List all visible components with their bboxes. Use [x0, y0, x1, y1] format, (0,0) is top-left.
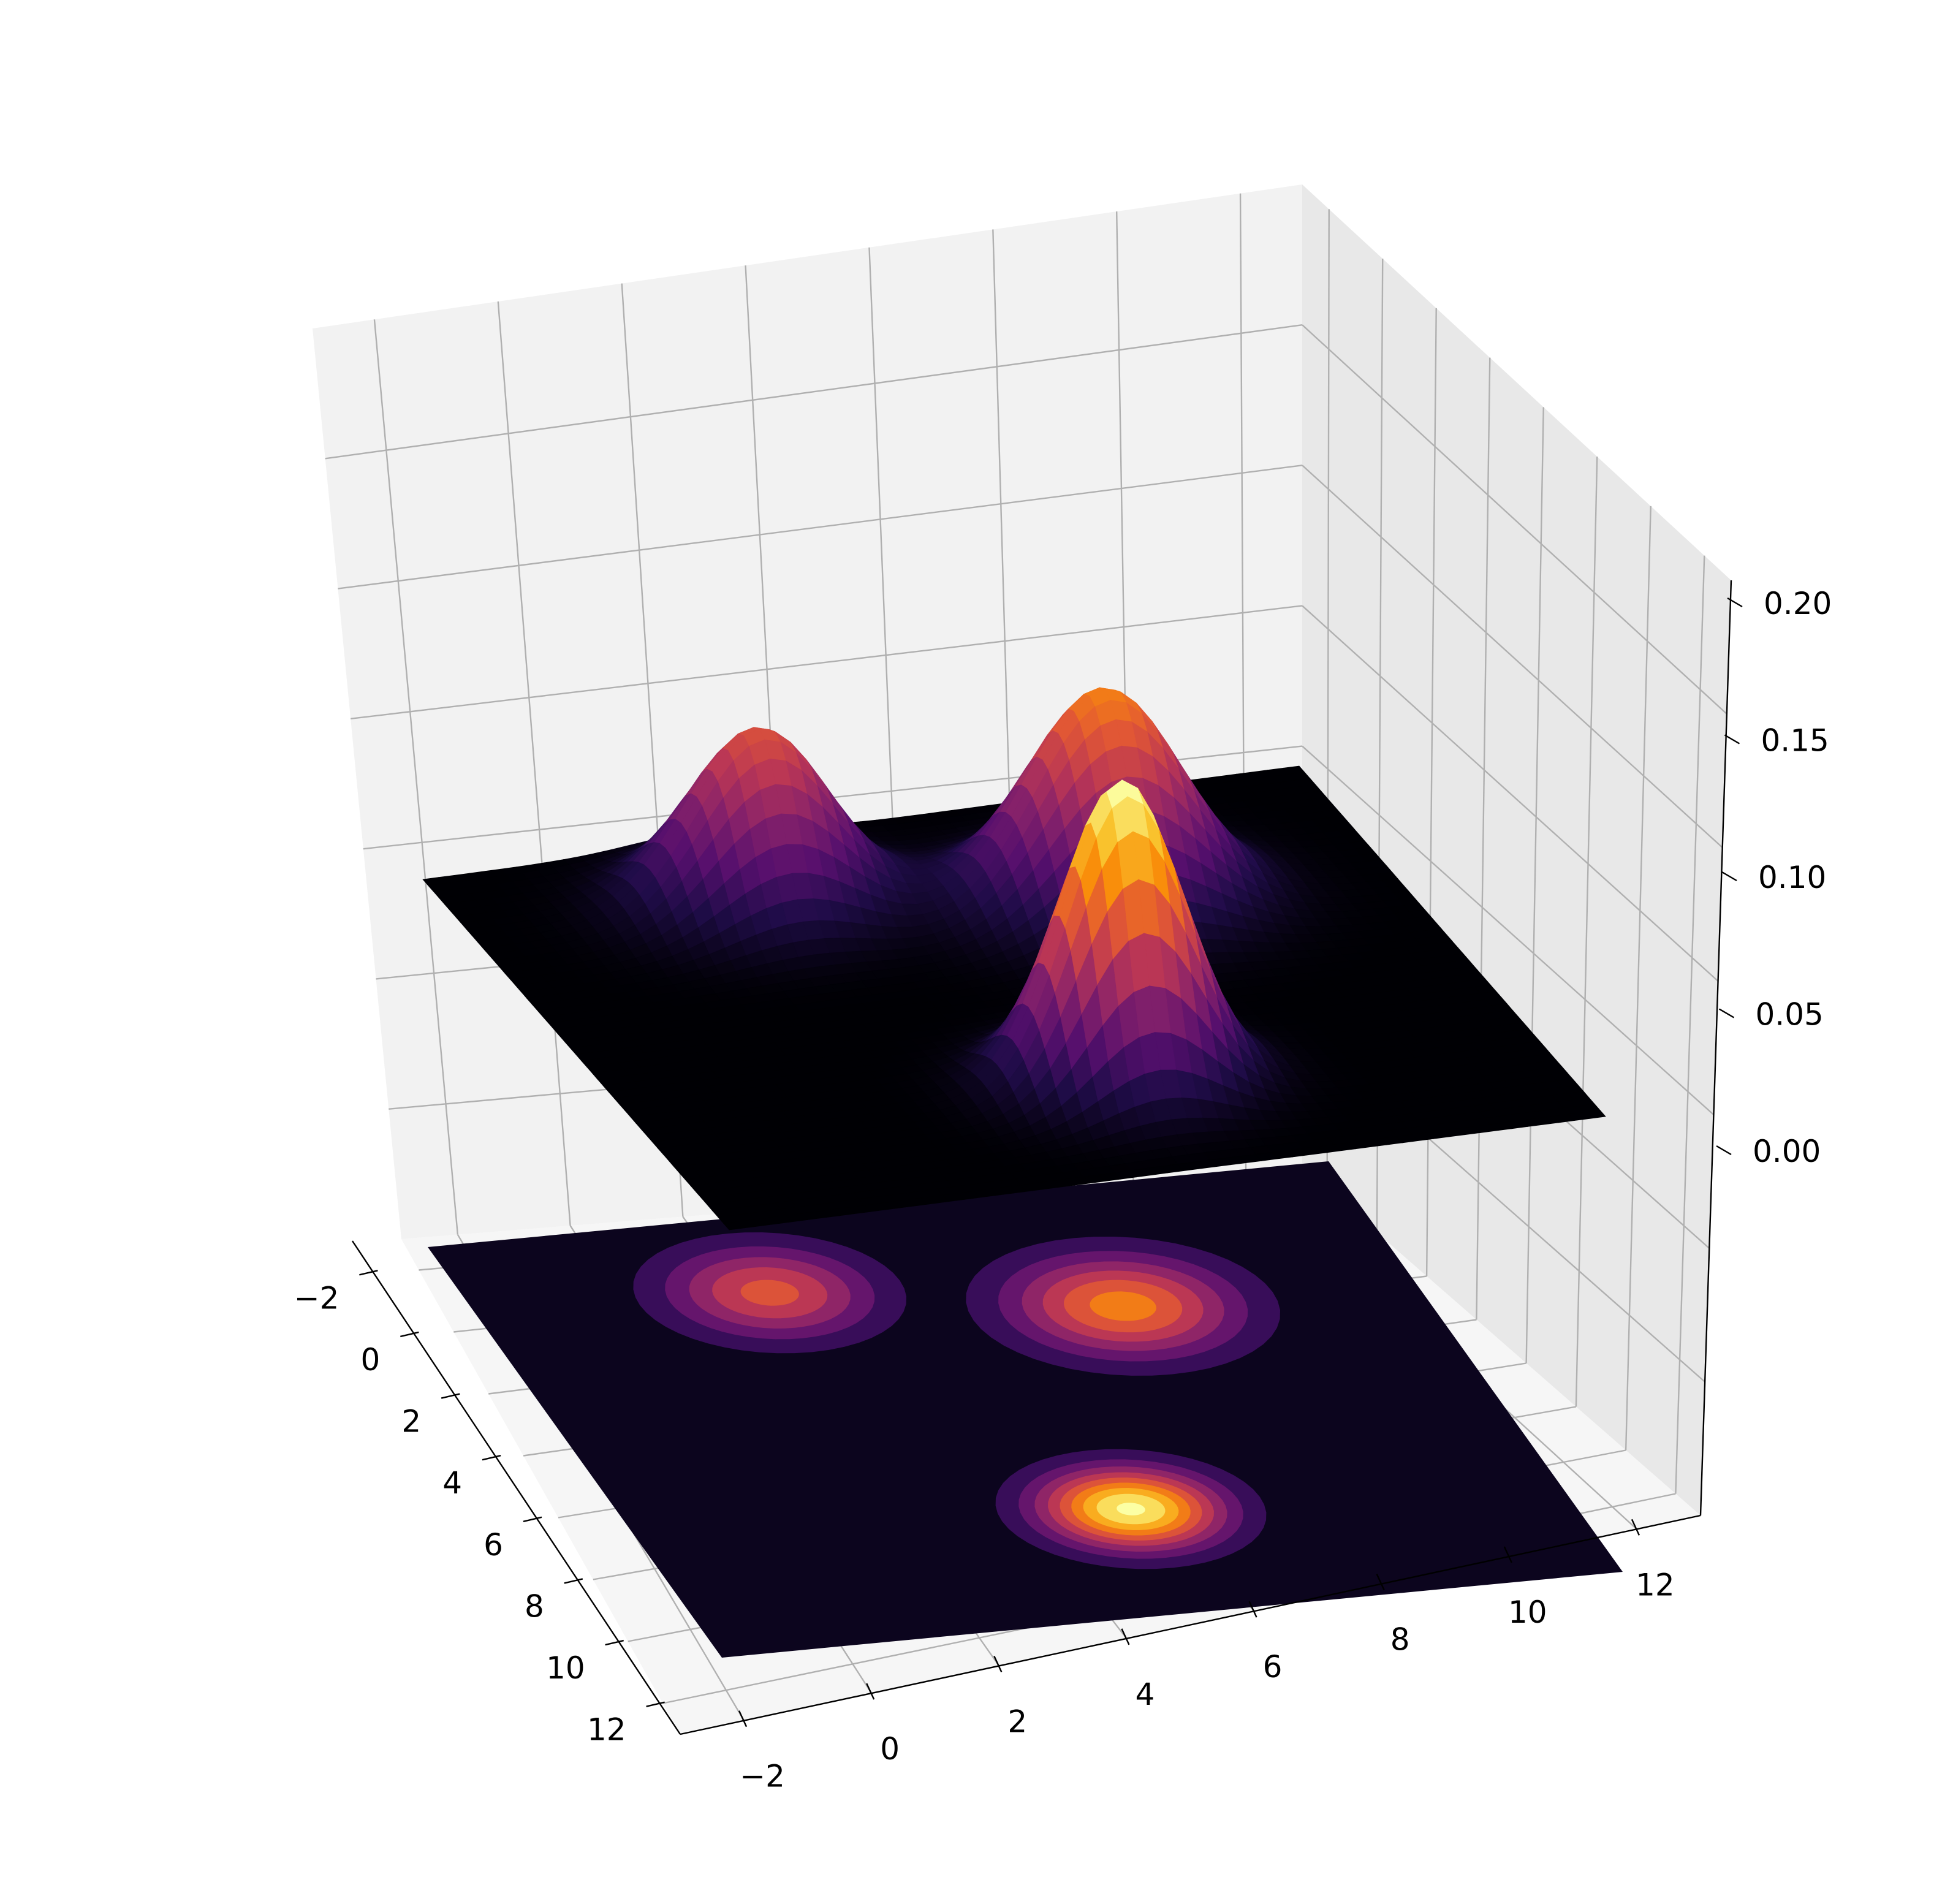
gridline — [1302, 605, 1719, 982]
y-tick-label: 10 — [1508, 1595, 1547, 1630]
gridline — [1302, 745, 1715, 1115]
contour-band — [740, 1280, 799, 1306]
x-tick-label: 8 — [525, 1588, 544, 1624]
surface-plot — [422, 687, 1606, 1231]
gridline — [325, 324, 1303, 460]
gridline — [497, 301, 571, 1226]
gridline — [1302, 465, 1723, 848]
z-tick-label: 0.15 — [1761, 723, 1829, 759]
x-tick-label: 2 — [401, 1404, 421, 1439]
y-tick-label: 12 — [1636, 1567, 1675, 1602]
gridline — [1625, 506, 1652, 1451]
y-tick-label: 2 — [1007, 1704, 1027, 1739]
gridline — [1525, 407, 1544, 1364]
contour-projection — [428, 1161, 1623, 1658]
gridline — [351, 605, 1303, 720]
z-tick-label: 0.00 — [1753, 1134, 1821, 1169]
contour-band — [1090, 1291, 1156, 1321]
x-tick-label: 10 — [546, 1650, 585, 1686]
gridline — [338, 465, 1303, 590]
contour-band — [1117, 1503, 1145, 1515]
y-tick-label: 6 — [1263, 1649, 1283, 1685]
gridline — [1302, 324, 1727, 715]
y-tick-label: 4 — [1136, 1677, 1155, 1712]
gridline — [1675, 555, 1705, 1494]
y-tick-label: 8 — [1390, 1622, 1410, 1658]
z-tick-label: 0.05 — [1756, 997, 1824, 1033]
x-tick-label: 0 — [361, 1342, 381, 1378]
x-tick-label: 12 — [587, 1712, 626, 1748]
gridline — [1575, 457, 1598, 1407]
gridline — [373, 319, 459, 1235]
gridline — [1476, 357, 1491, 1320]
z-tick-label: 0.20 — [1764, 586, 1832, 621]
x-tick-label: 6 — [484, 1527, 503, 1563]
y-tick-label: 0 — [880, 1731, 900, 1767]
x-tick-label: −2 — [294, 1280, 339, 1316]
z-tick-label: 0.10 — [1758, 860, 1826, 895]
x-tick-label: 4 — [442, 1465, 462, 1501]
back-pane-right — [1302, 184, 1731, 1515]
y-tick-label: −2 — [740, 1759, 785, 1794]
